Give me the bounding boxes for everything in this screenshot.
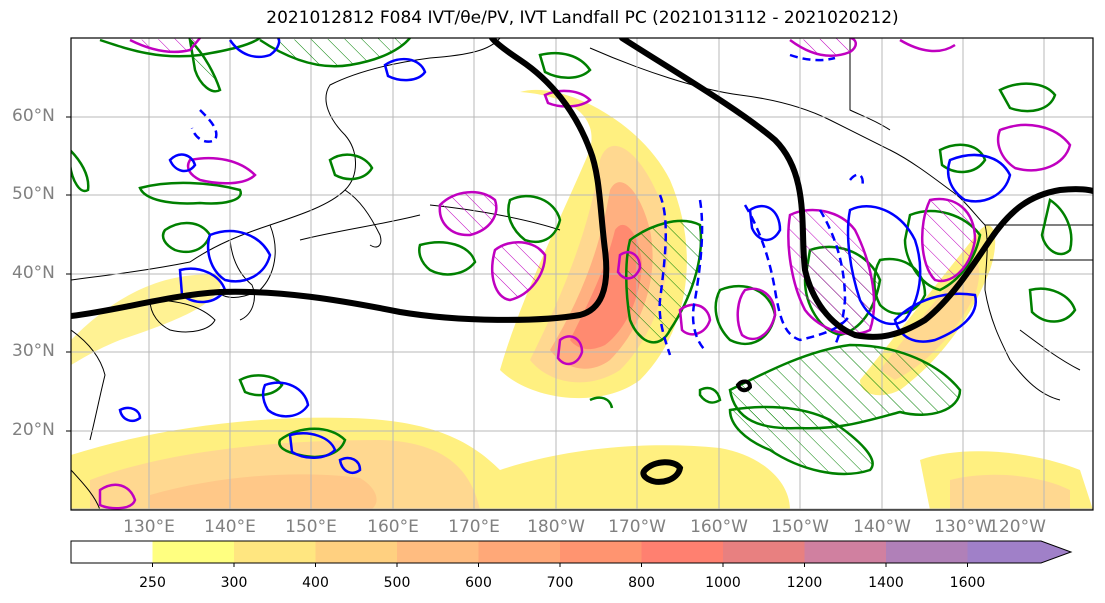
blue-contours xyxy=(118,38,1012,474)
lon-label-120w: 120°W xyxy=(988,517,1046,537)
pv-contours xyxy=(98,38,1072,510)
lat-label-40n: 40°N xyxy=(12,263,55,283)
colorbar-tick-label: 1600 xyxy=(949,575,986,591)
ivt-landfall-pc-contour xyxy=(71,38,1093,485)
colorbar-tick-label: 600 xyxy=(465,575,492,591)
lat-label-60n: 60°N xyxy=(12,106,55,126)
lat-label-20n: 20°N xyxy=(12,420,55,440)
colorbar-tick-label: 1200 xyxy=(786,575,823,591)
lon-label-160w: 160°W xyxy=(690,517,748,537)
colorbar-tick-label: 1000 xyxy=(705,575,741,591)
colorbar-tick-label: 700 xyxy=(546,575,574,591)
blue-dashed-contours xyxy=(190,53,864,356)
lon-label-150w: 150°W xyxy=(771,517,829,537)
colorbar-tick-label: 1400 xyxy=(868,575,904,591)
lon-label-170e: 170°E xyxy=(448,517,500,537)
lon-label-140w: 140°W xyxy=(853,517,911,537)
lat-label-30n: 30°N xyxy=(12,341,55,361)
colorbar-tick-label: 400 xyxy=(302,575,329,591)
lat-label-50n: 50°N xyxy=(12,184,55,204)
lon-label-160e: 160°E xyxy=(367,517,419,537)
colorbar-tick-label: 500 xyxy=(383,575,411,591)
lon-label-150e: 150°E xyxy=(285,517,337,537)
colorbar-tick-label: 300 xyxy=(220,575,248,591)
lon-label-180w: 180°W xyxy=(527,517,585,537)
lon-label-130w: 130°W xyxy=(934,517,992,537)
colorbar-tick-label: 250 xyxy=(139,575,166,591)
lat-tick-marks xyxy=(66,116,71,432)
plot-title: 2021012812 F084 IVT/θe/PV, IVT Landfall … xyxy=(266,8,899,28)
lon-label-140e: 140°E xyxy=(204,517,256,537)
lon-label-130e: 130°E xyxy=(123,517,175,537)
lon-label-170w: 170°W xyxy=(608,517,666,537)
colorbar-tick-label: 800 xyxy=(628,575,655,591)
